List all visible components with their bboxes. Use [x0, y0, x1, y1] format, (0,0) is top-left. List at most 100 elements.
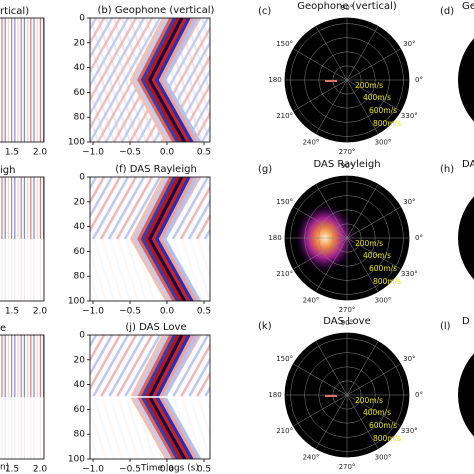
- angle-label: 150°: [276, 355, 293, 363]
- chevron: [158, 18, 198, 142]
- x-tick-label: 0.5: [197, 465, 211, 474]
- background-stripe: [179, 343, 210, 398]
- right-title: DA: [462, 159, 474, 170]
- background-stripe: [90, 272, 99, 301]
- background-stripe: [90, 177, 114, 219]
- background-stripe: [237, 177, 272, 239]
- background-stripe: [229, 335, 264, 397]
- chevron: [158, 177, 198, 301]
- background-stripe: [245, 177, 280, 239]
- angle-label: 270°: [339, 306, 356, 314]
- polar-spoke: [346, 363, 401, 396]
- background-stripe: [107, 335, 146, 398]
- background-stripe: [221, 335, 256, 397]
- polar-spoke: [346, 237, 401, 270]
- chevron: [151, 177, 191, 301]
- polar-spoke: [346, 26, 379, 81]
- background-stripe: [115, 335, 154, 398]
- background-stripe: [187, 199, 210, 240]
- background-stripe: [179, 185, 210, 240]
- x-tick-label: −1.0: [82, 148, 104, 158]
- background-stripe: [90, 89, 107, 142]
- x-tick-label: 0.5: [197, 148, 211, 158]
- x-tick-label: −0.5: [119, 307, 141, 317]
- polar-label: (g): [258, 164, 272, 175]
- polar-bg: [458, 196, 474, 280]
- background-stripe: [201, 335, 210, 364]
- background-stripe: [90, 177, 131, 301]
- time-panel: [90, 18, 266, 142]
- background-stripe: [187, 357, 210, 398]
- panel-frame: [89, 17, 211, 143]
- polar-spoke: [346, 79, 379, 134]
- chevron: [147, 177, 187, 301]
- polar-title: Geophone (vertical): [297, 1, 397, 12]
- background-stripe: [99, 335, 138, 398]
- background-stripe: [90, 248, 107, 301]
- background-stripe: [105, 177, 147, 301]
- polar-spoke: [346, 237, 379, 292]
- y-tick-label: 100: [68, 138, 85, 148]
- background-stripe: [237, 335, 272, 397]
- background-stripe: [90, 177, 122, 233]
- background-stripe: [90, 39, 123, 142]
- background-stripe: [213, 335, 248, 397]
- y-tick-label: 0: [79, 14, 85, 24]
- speed-label: 400m/s: [363, 93, 391, 102]
- y-tick-label: 80: [74, 430, 86, 440]
- angle-label: 270°: [339, 148, 356, 156]
- polar-spoke: [346, 48, 401, 81]
- polar-bg: [458, 353, 474, 437]
- angle-label: 0°: [415, 76, 423, 84]
- background-stripe: [136, 18, 210, 142]
- right-label: (l): [440, 321, 451, 332]
- angle-label: 240°: [303, 453, 320, 461]
- background-stripe: [226, 18, 266, 142]
- angle-label: 150°: [276, 198, 293, 206]
- y-tick-label: 0: [79, 173, 85, 183]
- background-stripe: [90, 177, 106, 205]
- y-tick-label: 40: [74, 222, 86, 232]
- speed-label: 600m/s: [369, 264, 397, 273]
- chevron: [162, 177, 201, 301]
- chevron: [137, 177, 176, 301]
- polar-spoke: [315, 184, 348, 239]
- chevron: [155, 18, 194, 142]
- background-stripe: [213, 177, 248, 239]
- background-stripe: [209, 177, 210, 181]
- x-tick-label: 1.5: [5, 148, 19, 158]
- polar-spoke: [346, 184, 379, 239]
- background-stripe: [99, 177, 138, 240]
- angle-label: 0°: [415, 234, 423, 242]
- x-tick-label: 0.0: [160, 307, 175, 317]
- polar-spoke: [315, 341, 348, 396]
- angle-label: 210°: [276, 112, 293, 120]
- angle-label: 30°: [403, 355, 415, 363]
- background-stripe: [90, 18, 131, 142]
- background-stripe: [201, 177, 210, 206]
- speed-label: 200m/s: [355, 396, 383, 405]
- polar-label: (k): [258, 321, 272, 332]
- background-stripe: [90, 18, 130, 88]
- background-stripe: [42, 177, 82, 301]
- background-stripe: [123, 177, 162, 240]
- background-stripe: [123, 335, 162, 398]
- y-tick-label: 20: [74, 355, 86, 365]
- speed-label: 800m/s: [373, 434, 401, 443]
- background-stripe: [90, 18, 138, 103]
- background-stripe: [91, 335, 130, 398]
- background-stripe: [107, 177, 146, 240]
- background-stripe: [221, 177, 256, 239]
- angle-label: 90°: [341, 4, 353, 12]
- background-stripe: [97, 18, 139, 142]
- polar-spoke: [315, 79, 348, 134]
- polar-title: DAS Rayleigh: [313, 159, 380, 170]
- panel-frame: [0, 334, 45, 460]
- x-tick-label: 0.5: [197, 307, 211, 317]
- background-stripe: [90, 18, 122, 74]
- y-tick-label: 20: [74, 197, 86, 207]
- angle-label: 30°: [403, 40, 415, 48]
- panel-frame: [89, 334, 211, 460]
- background-stripe: [195, 371, 210, 398]
